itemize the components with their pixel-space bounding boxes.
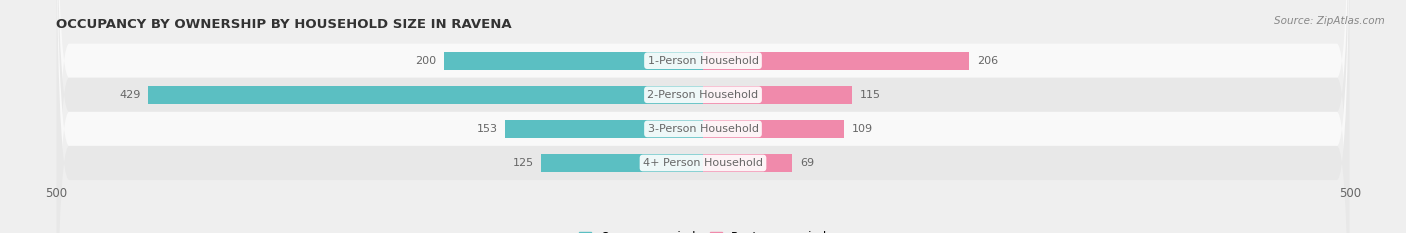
Text: 109: 109 (852, 124, 873, 134)
Bar (703, 120, 844, 138)
Text: Source: ZipAtlas.com: Source: ZipAtlas.com (1274, 16, 1385, 26)
Text: 69: 69 (800, 158, 814, 168)
Text: 206: 206 (977, 56, 998, 66)
Bar (444, 52, 703, 70)
Bar (148, 86, 703, 104)
Text: OCCUPANCY BY OWNERSHIP BY HOUSEHOLD SIZE IN RAVENA: OCCUPANCY BY OWNERSHIP BY HOUSEHOLD SIZE… (56, 18, 512, 31)
Text: 1-Person Household: 1-Person Household (648, 56, 758, 66)
FancyBboxPatch shape (56, 0, 1350, 233)
Bar (703, 154, 792, 172)
Text: 200: 200 (415, 56, 436, 66)
Bar (541, 154, 703, 172)
Text: 2-Person Household: 2-Person Household (647, 90, 759, 100)
Text: 429: 429 (120, 90, 141, 100)
Text: 3-Person Household: 3-Person Household (648, 124, 758, 134)
Bar (703, 52, 970, 70)
FancyBboxPatch shape (56, 0, 1350, 233)
Text: 153: 153 (477, 124, 498, 134)
Text: 4+ Person Household: 4+ Person Household (643, 158, 763, 168)
Text: 115: 115 (859, 90, 880, 100)
Legend: Owner-occupied, Renter-occupied: Owner-occupied, Renter-occupied (574, 226, 832, 233)
FancyBboxPatch shape (56, 0, 1350, 233)
FancyBboxPatch shape (56, 0, 1350, 233)
Bar (505, 120, 703, 138)
Text: 125: 125 (512, 158, 533, 168)
Bar (703, 86, 852, 104)
